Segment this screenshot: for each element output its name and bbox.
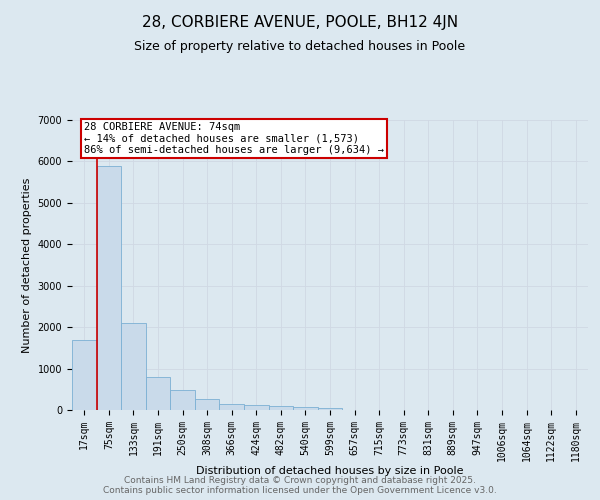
Bar xyxy=(97,166,121,410)
Bar xyxy=(318,408,342,410)
Text: Contains HM Land Registry data © Crown copyright and database right 2025.
Contai: Contains HM Land Registry data © Crown c… xyxy=(103,476,497,495)
Bar xyxy=(170,390,195,410)
Bar xyxy=(244,405,269,410)
Bar xyxy=(72,340,97,410)
Text: 28 CORBIERE AVENUE: 74sqm
← 14% of detached houses are smaller (1,573)
86% of se: 28 CORBIERE AVENUE: 74sqm ← 14% of detac… xyxy=(84,122,384,156)
Bar xyxy=(269,406,293,410)
Text: Size of property relative to detached houses in Poole: Size of property relative to detached ho… xyxy=(134,40,466,53)
Bar xyxy=(195,399,220,410)
Bar xyxy=(121,323,146,410)
Bar xyxy=(293,408,318,410)
Text: 28, CORBIERE AVENUE, POOLE, BH12 4JN: 28, CORBIERE AVENUE, POOLE, BH12 4JN xyxy=(142,15,458,30)
Bar xyxy=(220,404,244,410)
X-axis label: Distribution of detached houses by size in Poole: Distribution of detached houses by size … xyxy=(196,466,464,476)
Y-axis label: Number of detached properties: Number of detached properties xyxy=(22,178,32,352)
Bar xyxy=(146,377,170,410)
